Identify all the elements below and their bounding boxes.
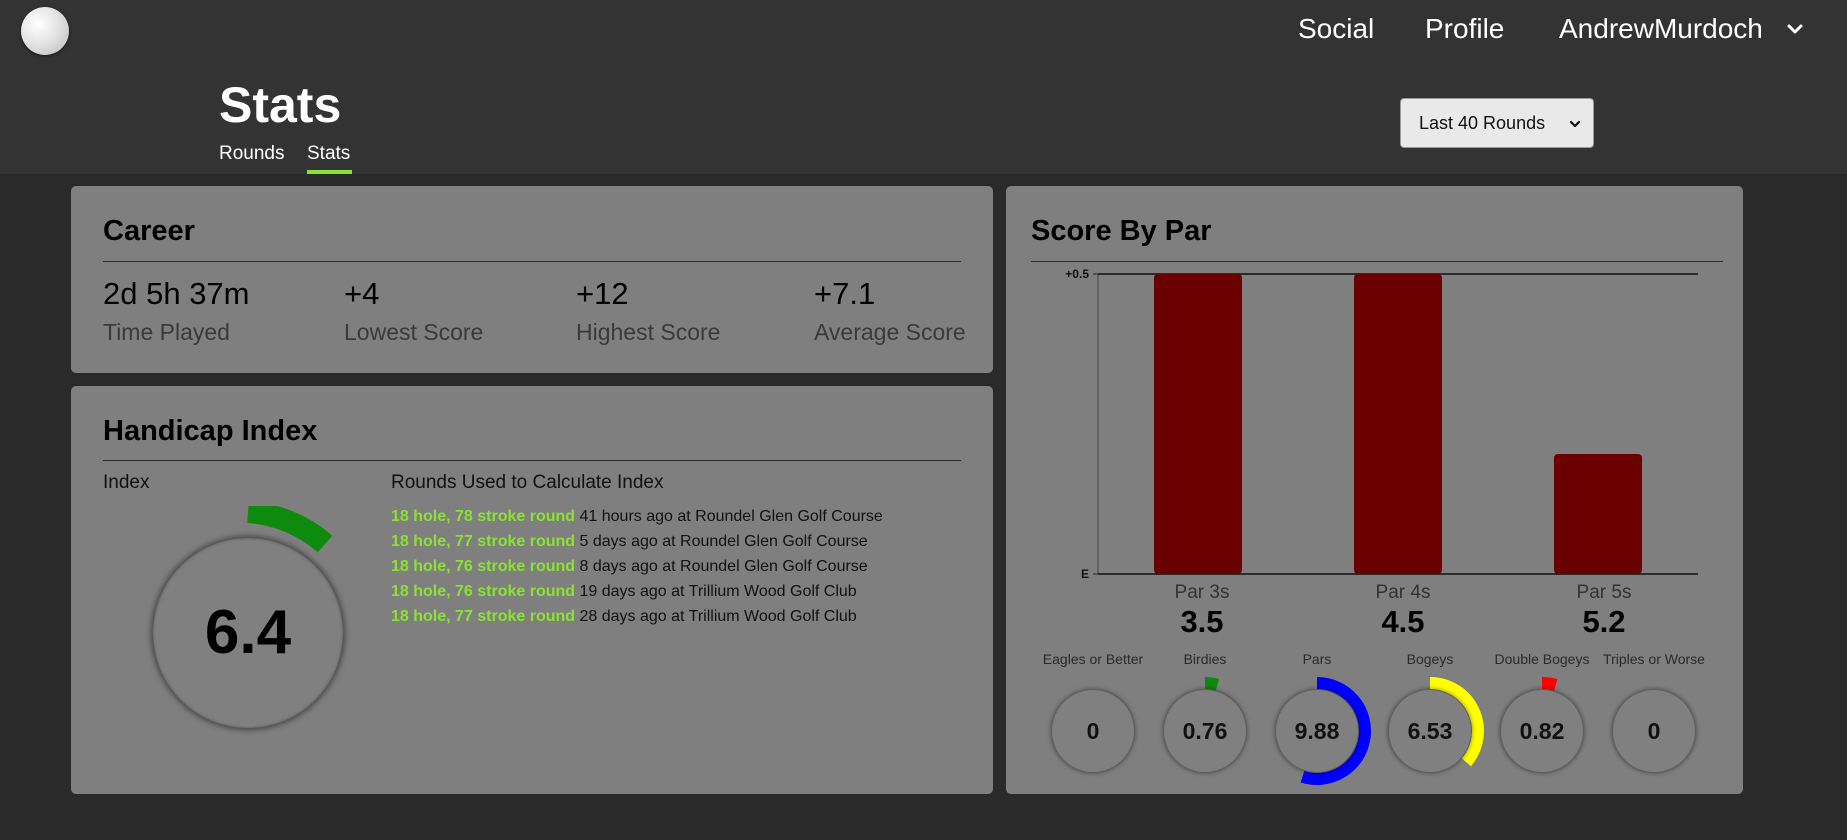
distribution-label: Triples or Worse: [1603, 651, 1705, 667]
handicap-title: Handicap Index: [103, 415, 318, 447]
list-item[interactable]: 18 hole, 76 stroke round 19 days ago at …: [391, 579, 883, 604]
handicap-divider: [103, 460, 961, 461]
chevron-down-icon[interactable]: [1786, 20, 1804, 38]
distribution-circle: [1164, 690, 1246, 772]
stat-value: 2d 5h 37m: [103, 276, 250, 311]
distribution-gauge: [1204, 677, 1220, 691]
handicap-arc: [246, 506, 333, 553]
score-by-par-card: Score By Par E +0.5 Par 3s 3.5 Par 4s 4.5…: [1006, 186, 1743, 794]
rounds-list: 18 hole, 78 stroke round 41 hours ago at…: [391, 504, 883, 629]
golf-ball-logo-icon[interactable]: [21, 7, 69, 55]
top-bar: Social Profile AndrewMurdoch Stats Round…: [0, 0, 1847, 174]
round-range-select[interactable]: Last 40 Rounds: [1400, 98, 1594, 148]
round-strokes: 18 hole, 78 stroke round: [391, 508, 576, 525]
distribution-value: 0: [1086, 718, 1100, 744]
round-range-selected: Last 40 Rounds: [1419, 113, 1546, 133]
score-by-par-divider: [1031, 261, 1723, 262]
distribution-arc: [1429, 677, 1484, 767]
distribution-value: 6.53: [1407, 718, 1453, 744]
score-by-par-title: Score By Par: [1031, 215, 1212, 247]
y-tick-label: +0.5: [1065, 267, 1089, 281]
tab-stats[interactable]: Stats: [307, 143, 351, 164]
bar-par-4s: [1354, 274, 1442, 574]
nav-social-link[interactable]: Social: [1298, 13, 1375, 44]
distribution-arc: [1300, 677, 1371, 785]
distribution-label: Double Bogeys: [1494, 651, 1590, 667]
stat-average-score: +7.1 Average Score: [814, 276, 966, 346]
distribution-value: 0.76: [1182, 718, 1228, 744]
round-strokes: 18 hole, 76 stroke round: [391, 583, 576, 600]
stat-highest-score: +12 Highest Score: [576, 276, 720, 346]
rounds-title: Rounds Used to Calculate Index: [391, 472, 664, 493]
stat-value: +12: [576, 276, 629, 311]
index-label: Index: [103, 472, 150, 493]
list-item[interactable]: 18 hole, 78 stroke round 41 hours ago at…: [391, 504, 883, 529]
career-divider: [103, 261, 961, 262]
par-label: Par 4s: [1375, 582, 1431, 603]
active-tab-indicator: [307, 170, 352, 174]
round-detail: 19 days ago at Trillium Wood Golf Club: [579, 583, 857, 600]
distribution-label: Pars: [1302, 651, 1332, 667]
page-title: Stats: [219, 77, 342, 133]
distribution-arc: [1541, 677, 1558, 691]
round-strokes: 18 hole, 76 stroke round: [391, 558, 576, 575]
round-strokes: 18 hole, 77 stroke round: [391, 608, 576, 625]
chevron-down-icon: [1569, 120, 1581, 128]
distribution-circle: [1389, 690, 1471, 772]
distribution-gauge: [1300, 677, 1371, 785]
score-by-par-chart: E +0.5: [1065, 267, 1698, 581]
stat-label: Time Played: [103, 319, 230, 345]
par-average: 3.5: [1180, 604, 1224, 639]
par-average: 4.5: [1381, 604, 1425, 639]
distribution-circle: [1613, 690, 1695, 772]
distribution-label: Eagles or Better: [1042, 651, 1144, 667]
bar-par-3s: [1154, 274, 1242, 574]
distribution-value: 0: [1647, 718, 1661, 744]
round-strokes: 18 hole, 77 stroke round: [391, 533, 576, 550]
nav-profile-link[interactable]: Profile: [1425, 13, 1505, 44]
tab-rounds[interactable]: Rounds: [219, 143, 285, 164]
handicap-card: Handicap Index Index 6.4 Rounds Used to …: [71, 386, 993, 794]
distribution-circle: [1276, 690, 1358, 772]
distribution-label: Birdies: [1183, 651, 1227, 667]
career-card: Career 2d 5h 37m Time Played +4 Lowest S…: [71, 186, 993, 373]
stat-label: Highest Score: [576, 319, 721, 345]
distribution-arc: [1204, 677, 1220, 691]
distribution-label: Bogeys: [1406, 651, 1454, 667]
par-label: Par 3s: [1174, 582, 1230, 603]
distribution-value: 9.88: [1294, 718, 1340, 744]
career-title: Career: [103, 215, 195, 247]
distribution-circle: [1052, 690, 1134, 772]
stat-label: Average Score: [814, 319, 966, 345]
stat-lowest-score: +4 Lowest Score: [344, 276, 483, 346]
par-average: 5.2: [1582, 604, 1626, 639]
distribution-gauge: [1541, 677, 1558, 691]
list-item[interactable]: 18 hole, 77 stroke round 28 days ago at …: [391, 604, 883, 629]
round-detail: 8 days ago at Roundel Glen Golf Course: [579, 558, 868, 575]
bar-par-5s: [1554, 454, 1642, 574]
stat-label: Lowest Score: [344, 319, 484, 345]
round-detail: 28 days ago at Trillium Wood Golf Club: [579, 608, 857, 625]
stat-time-played: 2d 5h 37m Time Played: [103, 276, 250, 346]
handicap-gauge: [246, 506, 333, 553]
distribution-circle: [1501, 690, 1583, 772]
list-item[interactable]: 18 hole, 77 stroke round 5 days ago at R…: [391, 529, 883, 554]
stat-value: +4: [344, 276, 380, 311]
index-circle: [153, 538, 343, 728]
distribution-gauge: [1429, 677, 1484, 767]
list-item[interactable]: 18 hole, 76 stroke round 8 days ago at R…: [391, 554, 883, 579]
distribution-value: 0.82: [1519, 718, 1565, 744]
y-tick-label: E: [1081, 567, 1089, 581]
round-detail: 41 hours ago at Roundel Glen Golf Course: [579, 508, 883, 525]
stat-value: +7.1: [814, 276, 876, 311]
round-detail: 5 days ago at Roundel Glen Golf Course: [579, 533, 868, 550]
index-value: 6.4: [204, 598, 292, 667]
user-menu-button[interactable]: AndrewMurdoch: [1559, 13, 1763, 44]
par-label: Par 5s: [1576, 582, 1632, 603]
